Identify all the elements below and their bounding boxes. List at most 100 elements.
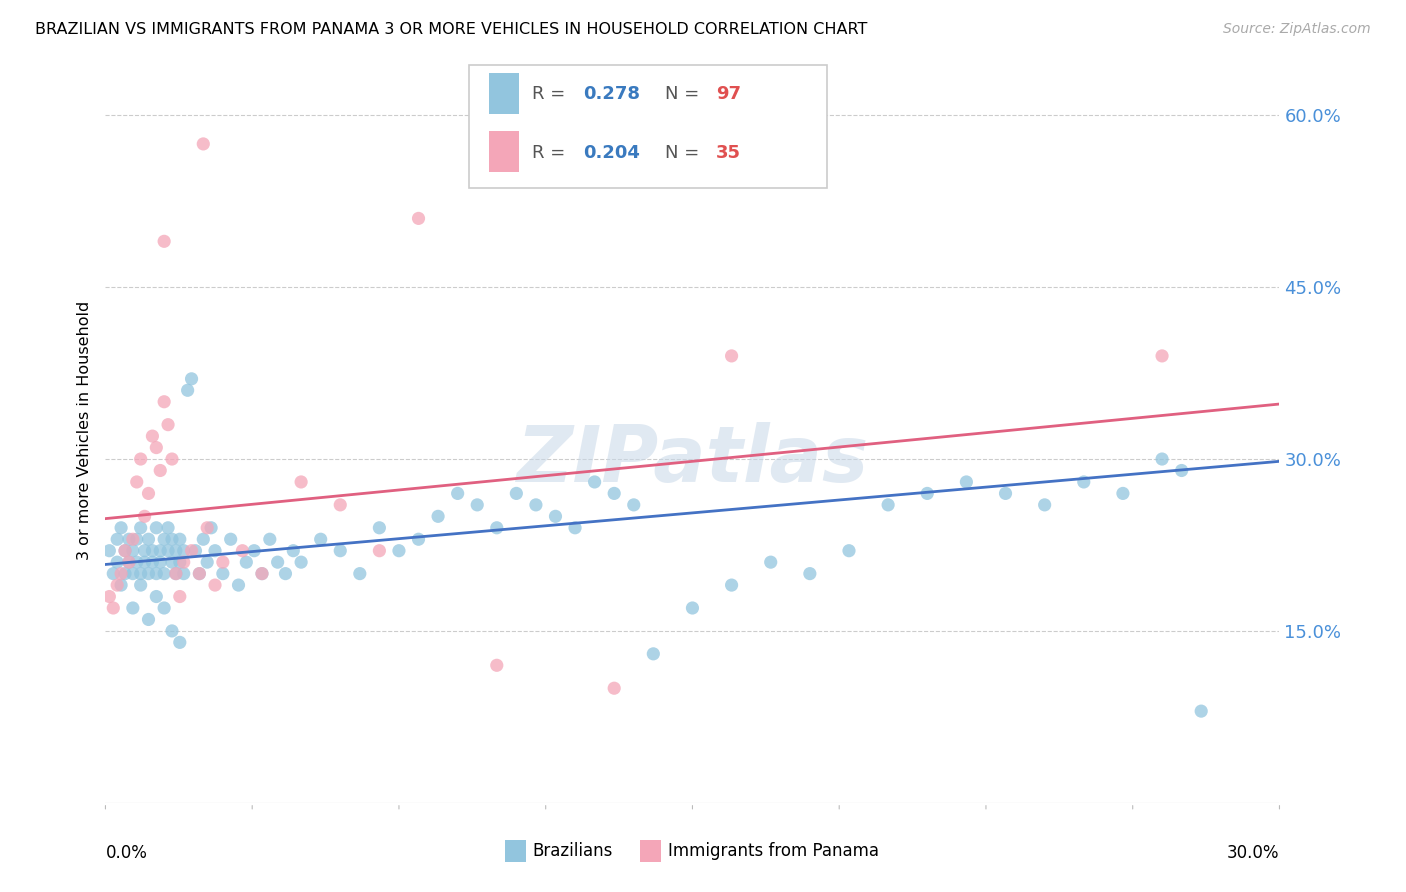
Brazilians bbox=[955, 475, 977, 489]
Brazilians bbox=[204, 543, 226, 558]
Brazilians bbox=[838, 543, 860, 558]
Immigrants from Panama bbox=[138, 486, 160, 500]
Brazilians bbox=[129, 578, 152, 592]
Brazilians bbox=[1073, 475, 1095, 489]
Text: Immigrants from Panama: Immigrants from Panama bbox=[668, 842, 879, 860]
Brazilians bbox=[149, 555, 172, 569]
Immigrants from Panama bbox=[169, 590, 191, 604]
Immigrants from Panama bbox=[165, 566, 187, 581]
Brazilians bbox=[157, 521, 180, 535]
Brazilians bbox=[250, 566, 273, 581]
Brazilians bbox=[145, 566, 167, 581]
Text: R =: R = bbox=[531, 144, 571, 161]
Text: N =: N = bbox=[665, 144, 706, 161]
Brazilians bbox=[121, 566, 143, 581]
Immigrants from Panama bbox=[195, 521, 218, 535]
Brazilians bbox=[211, 566, 233, 581]
Text: ZIPatlas: ZIPatlas bbox=[516, 422, 869, 499]
Brazilians bbox=[1033, 498, 1056, 512]
Brazilians bbox=[169, 533, 191, 547]
Immigrants from Panama bbox=[368, 543, 391, 558]
Brazilians bbox=[165, 566, 187, 581]
Brazilians bbox=[200, 521, 222, 535]
Brazilians bbox=[118, 533, 141, 547]
Text: 0.278: 0.278 bbox=[583, 85, 640, 103]
Text: Source: ZipAtlas.com: Source: ZipAtlas.com bbox=[1223, 22, 1371, 37]
Immigrants from Panama bbox=[121, 533, 143, 547]
Brazilians bbox=[180, 372, 202, 386]
Immigrants from Panama bbox=[134, 509, 156, 524]
Brazilians bbox=[118, 555, 141, 569]
Y-axis label: 3 or more Vehicles in Household: 3 or more Vehicles in Household bbox=[76, 301, 91, 560]
Immigrants from Panama bbox=[153, 235, 176, 249]
Brazilians bbox=[153, 566, 176, 581]
Immigrants from Panama bbox=[129, 452, 152, 467]
Immigrants from Panama bbox=[114, 543, 136, 558]
Brazilians bbox=[103, 566, 125, 581]
Brazilians bbox=[114, 566, 136, 581]
Brazilians bbox=[877, 498, 900, 512]
FancyBboxPatch shape bbox=[489, 73, 519, 114]
Immigrants from Panama bbox=[149, 463, 172, 477]
Brazilians bbox=[193, 533, 215, 547]
Brazilians bbox=[125, 533, 148, 547]
Brazilians bbox=[623, 498, 645, 512]
Brazilians bbox=[145, 590, 167, 604]
Immigrants from Panama bbox=[188, 566, 211, 581]
Brazilians bbox=[485, 521, 508, 535]
Brazilians bbox=[427, 509, 450, 524]
Immigrants from Panama bbox=[485, 658, 508, 673]
Brazilians bbox=[643, 647, 665, 661]
Immigrants from Panama bbox=[1152, 349, 1174, 363]
Immigrants from Panama bbox=[157, 417, 180, 432]
Brazilians bbox=[388, 543, 411, 558]
Immigrants from Panama bbox=[603, 681, 626, 696]
Brazilians bbox=[153, 533, 176, 547]
Brazilians bbox=[720, 578, 742, 592]
Brazilians bbox=[1170, 463, 1192, 477]
Brazilians bbox=[603, 486, 626, 500]
FancyBboxPatch shape bbox=[640, 840, 661, 863]
Brazilians bbox=[368, 521, 391, 535]
Brazilians bbox=[169, 555, 191, 569]
Brazilians bbox=[219, 533, 242, 547]
Brazilians bbox=[682, 601, 704, 615]
Brazilians bbox=[994, 486, 1017, 500]
Brazilians bbox=[134, 543, 156, 558]
Brazilians bbox=[243, 543, 266, 558]
Immigrants from Panama bbox=[204, 578, 226, 592]
Brazilians bbox=[145, 521, 167, 535]
Immigrants from Panama bbox=[98, 590, 121, 604]
Brazilians bbox=[408, 533, 430, 547]
Immigrants from Panama bbox=[720, 349, 742, 363]
Brazilians bbox=[125, 555, 148, 569]
Immigrants from Panama bbox=[173, 555, 195, 569]
Immigrants from Panama bbox=[141, 429, 163, 443]
Immigrants from Panama bbox=[125, 475, 148, 489]
Brazilians bbox=[184, 543, 207, 558]
Brazilians bbox=[110, 521, 132, 535]
Brazilians bbox=[544, 509, 567, 524]
Brazilians bbox=[173, 566, 195, 581]
Brazilians bbox=[1112, 486, 1135, 500]
Immigrants from Panama bbox=[105, 578, 128, 592]
Immigrants from Panama bbox=[290, 475, 312, 489]
Brazilians bbox=[110, 578, 132, 592]
Immigrants from Panama bbox=[110, 566, 132, 581]
Text: N =: N = bbox=[665, 85, 706, 103]
Brazilians bbox=[524, 498, 547, 512]
Text: R =: R = bbox=[531, 85, 571, 103]
Brazilians bbox=[235, 555, 257, 569]
Brazilians bbox=[141, 543, 163, 558]
Immigrants from Panama bbox=[231, 543, 253, 558]
Text: BRAZILIAN VS IMMIGRANTS FROM PANAMA 3 OR MORE VEHICLES IN HOUSEHOLD CORRELATION : BRAZILIAN VS IMMIGRANTS FROM PANAMA 3 OR… bbox=[35, 22, 868, 37]
FancyBboxPatch shape bbox=[470, 65, 828, 188]
Brazilians bbox=[290, 555, 312, 569]
Immigrants from Panama bbox=[160, 452, 183, 467]
Brazilians bbox=[188, 566, 211, 581]
Brazilians bbox=[176, 384, 198, 398]
Brazilians bbox=[160, 533, 183, 547]
Brazilians bbox=[160, 555, 183, 569]
Immigrants from Panama bbox=[193, 136, 215, 151]
Brazilians bbox=[114, 543, 136, 558]
